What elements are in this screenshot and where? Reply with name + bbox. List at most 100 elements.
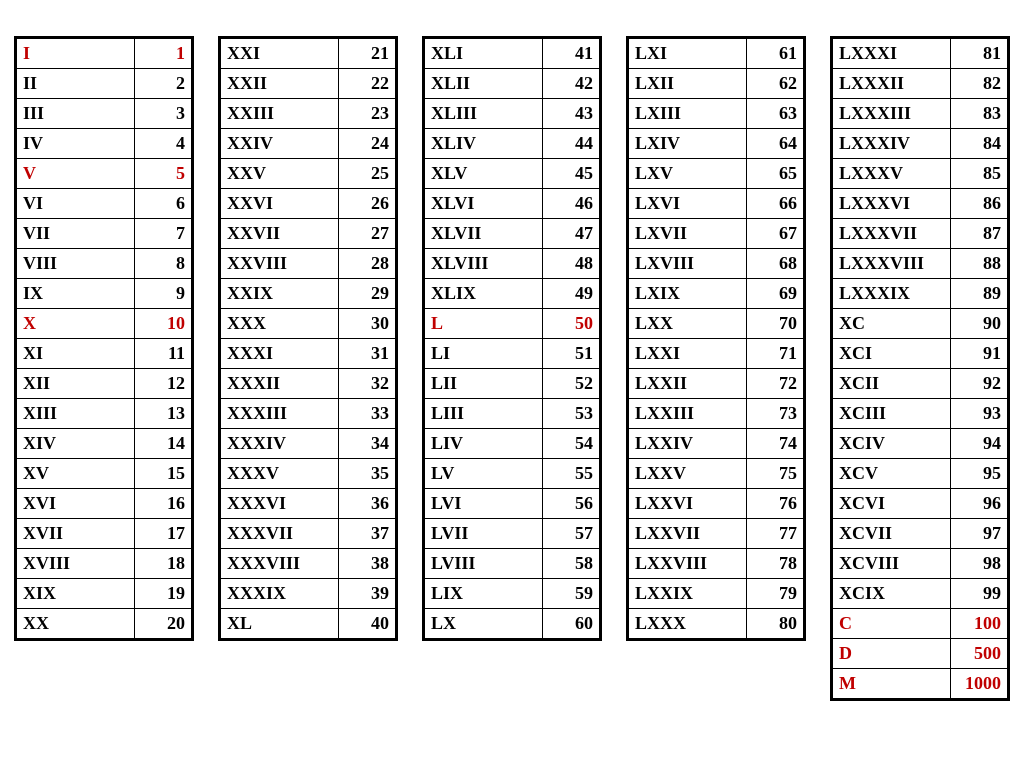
table-row: XCV95: [832, 459, 1009, 489]
roman-numeral: LXI: [628, 38, 747, 69]
roman-numeral: LXXV: [628, 459, 747, 489]
roman-numeral: XLII: [424, 69, 543, 99]
roman-numeral: LXXXIII: [832, 99, 951, 129]
roman-numeral: LIII: [424, 399, 543, 429]
table-row: XXXV35: [220, 459, 397, 489]
table-row: XLIV44: [424, 129, 601, 159]
arabic-numeral: 95: [951, 459, 1009, 489]
roman-numeral: LXXXIX: [832, 279, 951, 309]
roman-numeral: LXVIII: [628, 249, 747, 279]
arabic-numeral: 20: [135, 609, 193, 640]
arabic-numeral: 9: [135, 279, 193, 309]
roman-numeral: XCIII: [832, 399, 951, 429]
arabic-numeral: 41: [543, 38, 601, 69]
arabic-numeral: 86: [951, 189, 1009, 219]
table-row: LXXIII73: [628, 399, 805, 429]
roman-numeral: XCV: [832, 459, 951, 489]
roman-numeral: LIV: [424, 429, 543, 459]
roman-numeral: XI: [16, 339, 135, 369]
arabic-numeral: 73: [747, 399, 805, 429]
table-row: LX60: [424, 609, 601, 640]
table-row: XXVII27: [220, 219, 397, 249]
table-row: XLIX49: [424, 279, 601, 309]
roman-numeral: LXXIII: [628, 399, 747, 429]
table-row: M1000: [832, 669, 1009, 700]
table-row: LVII57: [424, 519, 601, 549]
table-row: LV55: [424, 459, 601, 489]
table-row: XI11: [16, 339, 193, 369]
roman-numeral: XXIII: [220, 99, 339, 129]
table-row: LXXX80: [628, 609, 805, 640]
table-row: XXXVII37: [220, 519, 397, 549]
arabic-numeral: 50: [543, 309, 601, 339]
arabic-numeral: 18: [135, 549, 193, 579]
table-row: LIX59: [424, 579, 601, 609]
arabic-numeral: 76: [747, 489, 805, 519]
arabic-numeral: 16: [135, 489, 193, 519]
roman-numeral: XX: [16, 609, 135, 640]
table-row: XIV14: [16, 429, 193, 459]
arabic-numeral: 47: [543, 219, 601, 249]
arabic-numeral: 2: [135, 69, 193, 99]
roman-numeral: XL: [220, 609, 339, 640]
roman-numeral: XLI: [424, 38, 543, 69]
arabic-numeral: 97: [951, 519, 1009, 549]
arabic-numeral: 52: [543, 369, 601, 399]
roman-numeral: V: [16, 159, 135, 189]
arabic-numeral: 61: [747, 38, 805, 69]
table-row: XC90: [832, 309, 1009, 339]
table-row: XXXIV34: [220, 429, 397, 459]
roman-numeral: LXX: [628, 309, 747, 339]
roman-numeral: XCIV: [832, 429, 951, 459]
table-row: XVII17: [16, 519, 193, 549]
table-row: LII52: [424, 369, 601, 399]
table-row: XCVII97: [832, 519, 1009, 549]
table-row: LXI61: [628, 38, 805, 69]
table-row: XLVIII48: [424, 249, 601, 279]
table-row: XXIII23: [220, 99, 397, 129]
roman-numeral: LXVII: [628, 219, 747, 249]
table-row: LXX70: [628, 309, 805, 339]
roman-numeral: XCI: [832, 339, 951, 369]
table-row: LVI56: [424, 489, 601, 519]
table-row: XCVIII98: [832, 549, 1009, 579]
table-row: LXXVIII78: [628, 549, 805, 579]
table-row: C100: [832, 609, 1009, 639]
table-row: LXIII63: [628, 99, 805, 129]
table-row: X10: [16, 309, 193, 339]
roman-numeral: XIV: [16, 429, 135, 459]
table-row: VI6: [16, 189, 193, 219]
arabic-numeral: 69: [747, 279, 805, 309]
roman-numeral: LXVI: [628, 189, 747, 219]
arabic-numeral: 46: [543, 189, 601, 219]
table-row: XXIV24: [220, 129, 397, 159]
arabic-numeral: 77: [747, 519, 805, 549]
arabic-numeral: 63: [747, 99, 805, 129]
arabic-numeral: 48: [543, 249, 601, 279]
arabic-numeral: 83: [951, 99, 1009, 129]
table-row: LXXXI81: [832, 38, 1009, 69]
table-row: XCIX99: [832, 579, 1009, 609]
arabic-numeral: 45: [543, 159, 601, 189]
roman-numeral: LXIX: [628, 279, 747, 309]
table-row: XXX30: [220, 309, 397, 339]
arabic-numeral: 96: [951, 489, 1009, 519]
roman-numeral: XXX: [220, 309, 339, 339]
roman-numeral: XXV: [220, 159, 339, 189]
table-row: LI51: [424, 339, 601, 369]
roman-numeral: LXXXVI: [832, 189, 951, 219]
table-row: XLIII43: [424, 99, 601, 129]
roman-numeral: XXXV: [220, 459, 339, 489]
table-row: XLV45: [424, 159, 601, 189]
roman-numeral: XXXIV: [220, 429, 339, 459]
roman-numeral: C: [832, 609, 951, 639]
arabic-numeral: 35: [339, 459, 397, 489]
table-row: LXXXV85: [832, 159, 1009, 189]
arabic-numeral: 10: [135, 309, 193, 339]
table-row: XXXI31: [220, 339, 397, 369]
arabic-numeral: 32: [339, 369, 397, 399]
arabic-numeral: 88: [951, 249, 1009, 279]
table-row: XCI91: [832, 339, 1009, 369]
table-row: VII7: [16, 219, 193, 249]
table-row: XCIII93: [832, 399, 1009, 429]
